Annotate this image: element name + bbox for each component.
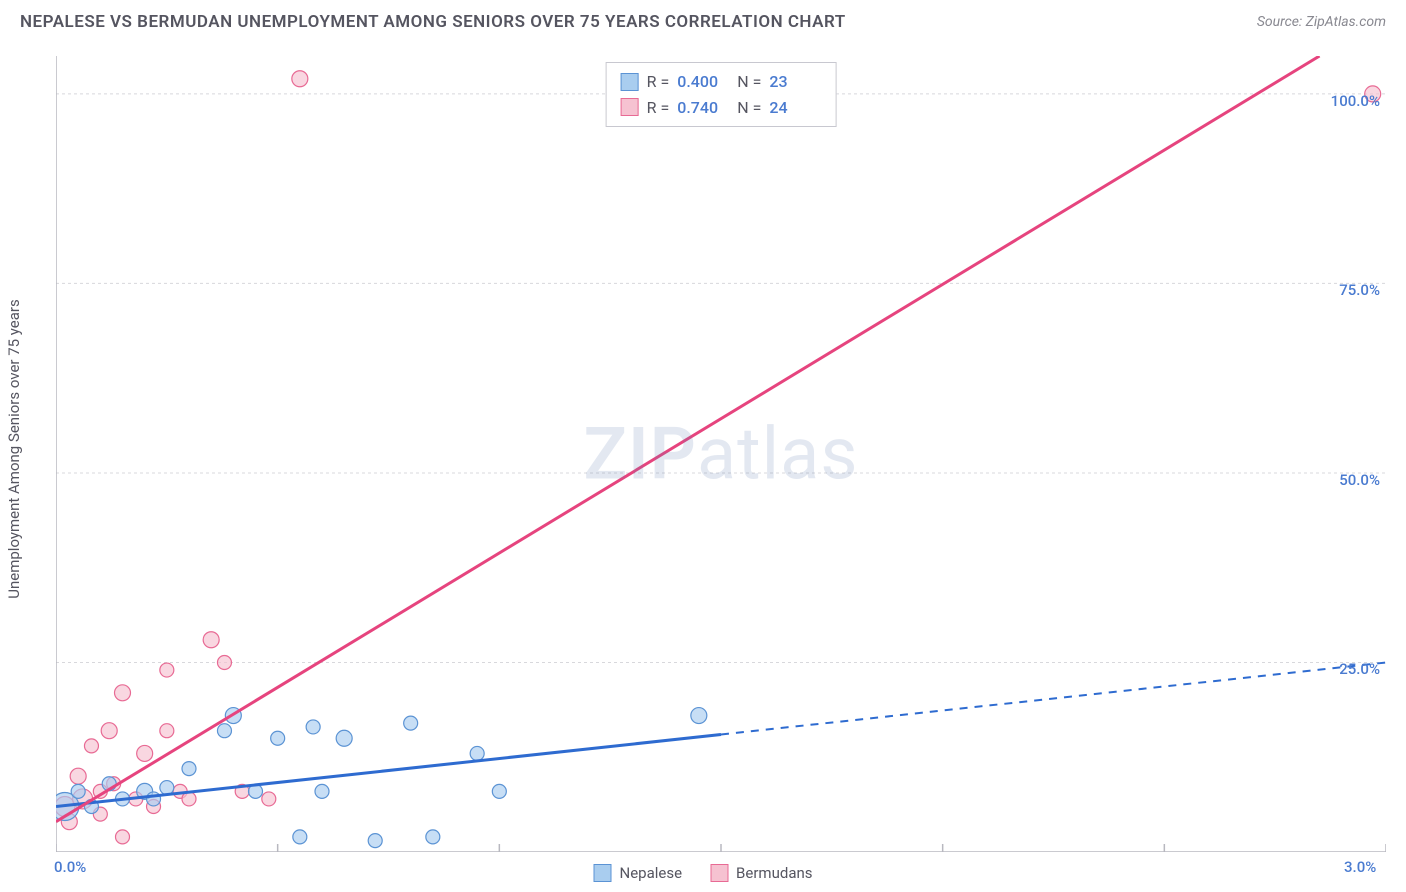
source-label: Source: ZipAtlas.com — [1257, 14, 1386, 30]
legend-item: Bermudans — [710, 864, 812, 882]
legend-swatch — [594, 864, 612, 882]
y-tick-label: 100.0% — [1331, 92, 1380, 110]
x-tick-label: 0.0% — [54, 858, 86, 876]
x-tick-label: 3.0% — [1344, 858, 1376, 876]
stat-n-label: N = — [737, 69, 761, 95]
stat-n-label: N = — [737, 95, 761, 121]
legend-bottom: Nepalese Bermudans — [594, 864, 813, 882]
chart-title: NEPALESE VS BERMUDAN UNEMPLOYMENT AMONG … — [20, 12, 846, 32]
chart-area: ZIPatlas R = 0.400 N = 23 R = 0.740 N = … — [56, 56, 1386, 852]
legend-swatch — [621, 73, 639, 91]
legend-swatch — [621, 98, 639, 116]
legend-item: Nepalese — [594, 864, 683, 882]
y-tick-label: 50.0% — [1339, 471, 1380, 489]
legend-label: Bermudans — [736, 864, 812, 882]
y-axis-label: Unemployment Among Seniors over 75 years — [5, 299, 23, 598]
scatter-plot — [56, 56, 1386, 852]
legend-stat-row: R = 0.400 N = 23 — [621, 69, 822, 95]
y-tick-label: 25.0% — [1339, 660, 1380, 678]
legend-swatch — [710, 864, 728, 882]
legend-label: Nepalese — [620, 864, 683, 882]
stat-n-value: 24 — [769, 95, 821, 121]
stat-r-label: R = — [647, 69, 670, 95]
legend-stats-box: R = 0.400 N = 23 R = 0.740 N = 24 — [606, 62, 837, 127]
stat-r-value: 0.740 — [677, 95, 729, 121]
stat-r-label: R = — [647, 95, 670, 121]
stat-r-value: 0.400 — [677, 69, 729, 95]
legend-stat-row: R = 0.740 N = 24 — [621, 95, 822, 121]
y-tick-label: 75.0% — [1339, 281, 1380, 299]
stat-n-value: 23 — [769, 69, 821, 95]
